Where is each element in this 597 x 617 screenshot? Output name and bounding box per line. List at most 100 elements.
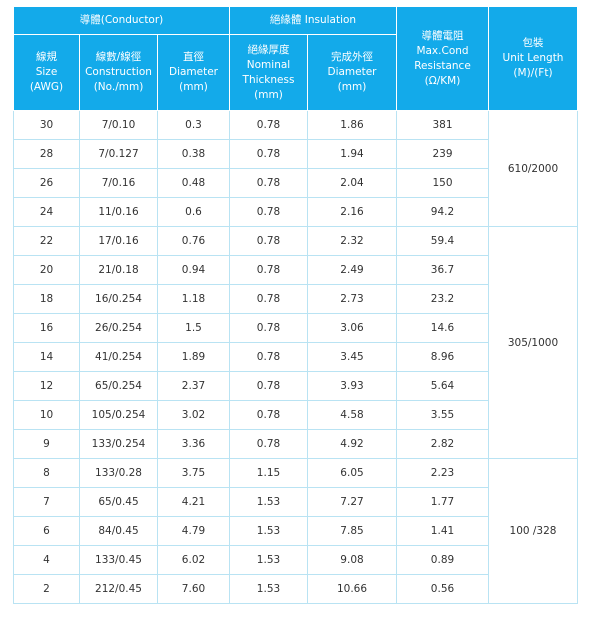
construction-cell: 21/0.18 [79,255,158,285]
size-cell: 10 [13,400,80,430]
resistance-header: 導體電阻 Max.Cond Resistance (Ω/KM) [396,6,489,111]
conductor-diameter-cell: 0.48 [157,168,230,198]
size-cell: 14 [13,342,80,372]
table-row: 30 7/0.10 0.3 0.78 1.86 381 610/2000 [13,110,578,227]
conductor-diameter-cell: 2.37 [157,371,230,401]
construction-cell: 105/0.254 [79,400,158,430]
construction-cell: 65/0.45 [79,487,158,517]
size-cell: 28 [13,139,80,169]
resistance-cell: 8.96 [396,342,489,372]
thickness-cell: 1.53 [229,574,308,604]
thickness-cell: 0.78 [229,197,308,227]
resistance-cell: 1.41 [396,516,489,546]
table-row: 20 21/0.18 0.94 0.78 2.49 36.7 [13,255,578,285]
size-cell: 7 [13,487,80,517]
unit-length-cell: 610/2000 [488,110,578,227]
construction-cell: 7/0.10 [79,110,158,140]
thickness-cell: 0.78 [229,255,308,285]
finished-diameter-cell: 2.04 [307,168,397,198]
conductor-diameter-cell: 0.38 [157,139,230,169]
thickness-cell: 0.78 [229,400,308,430]
resistance-cell: 2.23 [396,458,489,488]
finished-diameter-cell: 2.49 [307,255,397,285]
resistance-cell: 14.6 [396,313,489,343]
size-cell: 30 [13,110,80,140]
finished-diameter-cell: 4.92 [307,429,397,459]
construction-cell: 133/0.28 [79,458,158,488]
header-row-groups: 導體(Conductor) 絕緣體 Insulation 導體電阻 Max.Co… [13,6,578,111]
unit-length-header: 包裝 Unit Length (M)/(Ft) [488,6,578,111]
conductor-diameter-cell: 0.94 [157,255,230,285]
resistance-cell: 2.82 [396,429,489,459]
size-cell: 9 [13,429,80,459]
resistance-cell: 381 [396,110,489,140]
resistance-cell: 5.64 [396,371,489,401]
resistance-cell: 0.89 [396,545,489,575]
conductor-diameter-cell: 1.89 [157,342,230,372]
finished-diameter-cell: 9.08 [307,545,397,575]
conductor-diameter-cell: 6.02 [157,545,230,575]
cable-spec-table: 導體(Conductor) 絕緣體 Insulation 導體電阻 Max.Co… [13,6,578,604]
construction-cell: 65/0.254 [79,371,158,401]
finished-diameter-cell: 6.05 [307,458,397,488]
conductor-diameter-cell: 0.3 [157,110,230,140]
thickness-cell: 0.78 [229,226,308,256]
finished-diameter-cell: 1.86 [307,110,397,140]
thickness-cell: 0.78 [229,139,308,169]
table-row: 2 212/0.45 7.60 1.53 10.66 0.56 [13,574,578,604]
finished-diameter-cell: 3.93 [307,371,397,401]
resistance-cell: 3.55 [396,400,489,430]
finished-diameter-cell: 10.66 [307,574,397,604]
construction-cell: 133/0.254 [79,429,158,459]
resistance-cell: 36.7 [396,255,489,285]
size-header: 線規 Size (AWG) [13,34,80,111]
conductor-diameter-cell: 3.75 [157,458,230,488]
thickness-cell: 1.53 [229,516,308,546]
resistance-cell: 1.77 [396,487,489,517]
thickness-cell: 0.78 [229,342,308,372]
insulation-group-header: 絕緣體 Insulation [229,6,397,35]
header-row-columns: 線規 Size (AWG) 線數/線徑 Construction (No./mm… [13,34,578,111]
construction-cell: 26/0.254 [79,313,158,343]
finished-diameter-cell: 2.73 [307,284,397,314]
table-row: 16 26/0.254 1.5 0.78 3.06 14.6 [13,313,578,343]
table-row: 8 133/0.28 3.75 1.15 6.05 2.23 100 /328 [13,458,578,604]
table-row: 18 16/0.254 1.18 0.78 2.73 23.2 [13,284,578,314]
size-cell: 20 [13,255,80,285]
finished-diameter-cell: 7.27 [307,487,397,517]
finished-diameter-header: 完成外徑 Diameter (mm) [307,34,397,111]
table-row: 26 7/0.16 0.48 0.78 2.04 150 [13,168,578,198]
construction-cell: 133/0.45 [79,545,158,575]
finished-diameter-cell: 3.06 [307,313,397,343]
resistance-cell: 59.4 [396,226,489,256]
construction-cell: 17/0.16 [79,226,158,256]
conductor-diameter-cell: 3.02 [157,400,230,430]
size-cell: 26 [13,168,80,198]
conductor-group-header: 導體(Conductor) [13,6,230,35]
construction-cell: 7/0.16 [79,168,158,198]
resistance-cell: 239 [396,139,489,169]
construction-cell: 41/0.254 [79,342,158,372]
thickness-cell: 0.78 [229,429,308,459]
table-row: 22 17/0.16 0.76 0.78 2.32 59.4 305/1000 [13,226,578,459]
resistance-cell: 150 [396,168,489,198]
finished-diameter-cell: 2.32 [307,226,397,256]
conductor-diameter-cell: 1.5 [157,313,230,343]
conductor-diameter-cell: 4.79 [157,516,230,546]
finished-diameter-cell: 1.94 [307,139,397,169]
resistance-cell: 94.2 [396,197,489,227]
size-cell: 22 [13,226,80,256]
size-cell: 2 [13,574,80,604]
construction-cell: 16/0.254 [79,284,158,314]
finished-diameter-cell: 3.45 [307,342,397,372]
finished-diameter-cell: 2.16 [307,197,397,227]
conductor-diameter-cell: 4.21 [157,487,230,517]
conductor-diameter-cell: 3.36 [157,429,230,459]
construction-cell: 11/0.16 [79,197,158,227]
thickness-cell: 1.53 [229,487,308,517]
construction-cell: 212/0.45 [79,574,158,604]
construction-cell: 84/0.45 [79,516,158,546]
construction-cell: 7/0.127 [79,139,158,169]
table-row: 10 105/0.254 3.02 0.78 4.58 3.55 [13,400,578,430]
conductor-diameter-cell: 1.18 [157,284,230,314]
